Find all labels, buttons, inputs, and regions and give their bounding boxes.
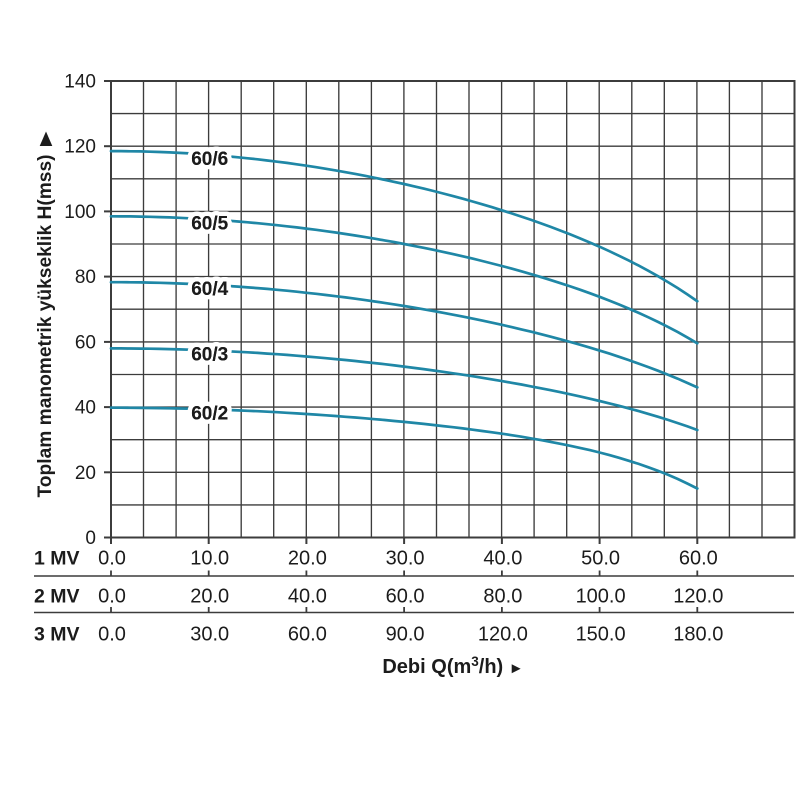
svg-text:60/2: 60/2 (191, 403, 228, 424)
svg-text:60/4: 60/4 (191, 279, 228, 300)
svg-text:60/5: 60/5 (191, 213, 228, 234)
svg-text:0.0: 0.0 (98, 624, 126, 646)
svg-text:90.0: 90.0 (386, 624, 425, 646)
svg-text:30.0: 30.0 (386, 548, 425, 570)
svg-text:60.0: 60.0 (386, 586, 425, 608)
svg-text:0: 0 (85, 528, 96, 549)
svg-text:60/6: 60/6 (191, 149, 228, 170)
svg-text:2 MV: 2 MV (34, 586, 80, 608)
svg-text:20.0: 20.0 (288, 548, 327, 570)
svg-text:60/6: 60/6 (191, 149, 228, 170)
svg-text:40.0: 40.0 (483, 548, 522, 570)
svg-text:150.0: 150.0 (576, 624, 626, 646)
svg-text:10.0: 10.0 (190, 548, 229, 570)
svg-text:20: 20 (75, 463, 96, 484)
svg-text:80: 80 (75, 267, 96, 288)
svg-text:120.0: 120.0 (478, 624, 528, 646)
svg-text:80.0: 80.0 (483, 586, 522, 608)
svg-text:100: 100 (64, 202, 96, 223)
svg-text:30.0: 30.0 (190, 624, 229, 646)
svg-text:60.0: 60.0 (679, 548, 718, 570)
svg-text:40.0: 40.0 (288, 586, 327, 608)
svg-text:1 MV: 1 MV (34, 548, 80, 570)
svg-text:Debi Q(m3/h) ►: Debi Q(m3/h) ► (382, 654, 523, 679)
svg-text:0.0: 0.0 (98, 548, 126, 570)
svg-text:120: 120 (64, 137, 96, 158)
svg-text:0.0: 0.0 (98, 586, 126, 608)
svg-text:140: 140 (64, 72, 96, 93)
svg-text:180.0: 180.0 (673, 624, 723, 646)
svg-text:60/3: 60/3 (191, 344, 228, 365)
svg-text:60/4: 60/4 (191, 279, 228, 300)
svg-text:40: 40 (75, 398, 96, 419)
svg-text:3 MV: 3 MV (34, 624, 80, 646)
svg-text:50.0: 50.0 (581, 548, 620, 570)
svg-text:60: 60 (75, 332, 96, 353)
svg-text:120.0: 120.0 (673, 586, 723, 608)
svg-text:60.0: 60.0 (288, 624, 327, 646)
svg-text:Toplam manometrik yükseklik H(: Toplam manometrik yükseklik H(mss) (35, 154, 56, 497)
svg-text:60/3: 60/3 (191, 344, 228, 365)
svg-text:60/5: 60/5 (191, 213, 228, 234)
svg-text:100.0: 100.0 (576, 586, 626, 608)
svg-text:20.0: 20.0 (190, 586, 229, 608)
svg-text:60/2: 60/2 (191, 403, 228, 424)
